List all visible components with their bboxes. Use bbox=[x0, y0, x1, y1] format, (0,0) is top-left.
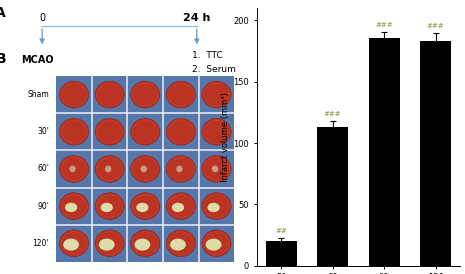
Ellipse shape bbox=[212, 165, 218, 172]
Text: MCAO: MCAO bbox=[21, 55, 54, 65]
Ellipse shape bbox=[95, 118, 124, 145]
Text: ###: ### bbox=[427, 23, 445, 29]
Text: ###: ### bbox=[324, 111, 341, 117]
Text: ##: ## bbox=[275, 228, 287, 234]
Text: Sham: Sham bbox=[27, 90, 49, 99]
Ellipse shape bbox=[95, 81, 124, 108]
Ellipse shape bbox=[63, 239, 79, 251]
Ellipse shape bbox=[95, 193, 124, 219]
Ellipse shape bbox=[206, 239, 221, 251]
Text: 24 h: 24 h bbox=[183, 13, 211, 23]
Ellipse shape bbox=[166, 156, 195, 182]
Ellipse shape bbox=[60, 156, 89, 182]
Ellipse shape bbox=[131, 81, 160, 108]
Y-axis label: Infarct volume (mm³): Infarct volume (mm³) bbox=[221, 92, 230, 182]
Text: A: A bbox=[0, 6, 6, 20]
Text: 2.  Serum: 2. Serum bbox=[192, 65, 236, 75]
Ellipse shape bbox=[65, 203, 77, 212]
Ellipse shape bbox=[69, 165, 76, 172]
Ellipse shape bbox=[131, 156, 160, 182]
Ellipse shape bbox=[60, 193, 89, 219]
Ellipse shape bbox=[105, 165, 112, 172]
Text: B: B bbox=[0, 52, 6, 66]
Text: 3.  CSF: 3. CSF bbox=[192, 80, 224, 89]
Ellipse shape bbox=[140, 165, 147, 172]
Bar bbox=[266, 241, 297, 266]
Text: 30': 30' bbox=[37, 127, 49, 136]
Ellipse shape bbox=[166, 193, 195, 219]
Text: 120': 120' bbox=[33, 239, 49, 248]
Ellipse shape bbox=[202, 193, 231, 219]
Ellipse shape bbox=[176, 165, 183, 172]
Ellipse shape bbox=[60, 81, 89, 108]
Ellipse shape bbox=[136, 203, 148, 212]
Ellipse shape bbox=[95, 156, 124, 182]
Ellipse shape bbox=[202, 230, 231, 257]
Ellipse shape bbox=[166, 230, 195, 257]
Ellipse shape bbox=[202, 81, 231, 108]
Bar bbox=[317, 127, 348, 266]
Text: 1.  TTC: 1. TTC bbox=[192, 51, 223, 60]
Ellipse shape bbox=[60, 118, 89, 145]
Ellipse shape bbox=[207, 203, 220, 212]
Ellipse shape bbox=[202, 118, 231, 145]
Ellipse shape bbox=[95, 230, 124, 257]
Text: ###: ### bbox=[375, 22, 393, 28]
Bar bbox=[56, 76, 234, 262]
Ellipse shape bbox=[100, 203, 113, 212]
Ellipse shape bbox=[202, 156, 231, 182]
Ellipse shape bbox=[131, 193, 160, 219]
Ellipse shape bbox=[170, 239, 186, 251]
Ellipse shape bbox=[60, 230, 89, 257]
Ellipse shape bbox=[134, 239, 150, 251]
Ellipse shape bbox=[131, 230, 160, 257]
Bar bbox=[369, 38, 399, 266]
Ellipse shape bbox=[99, 239, 114, 251]
Text: 0: 0 bbox=[39, 13, 45, 23]
Ellipse shape bbox=[131, 118, 160, 145]
Ellipse shape bbox=[172, 203, 184, 212]
Text: 90': 90' bbox=[37, 202, 49, 211]
Ellipse shape bbox=[166, 118, 195, 145]
Text: 60': 60' bbox=[37, 164, 49, 173]
Text: C: C bbox=[199, 0, 210, 3]
Ellipse shape bbox=[166, 81, 195, 108]
Bar bbox=[420, 41, 451, 266]
